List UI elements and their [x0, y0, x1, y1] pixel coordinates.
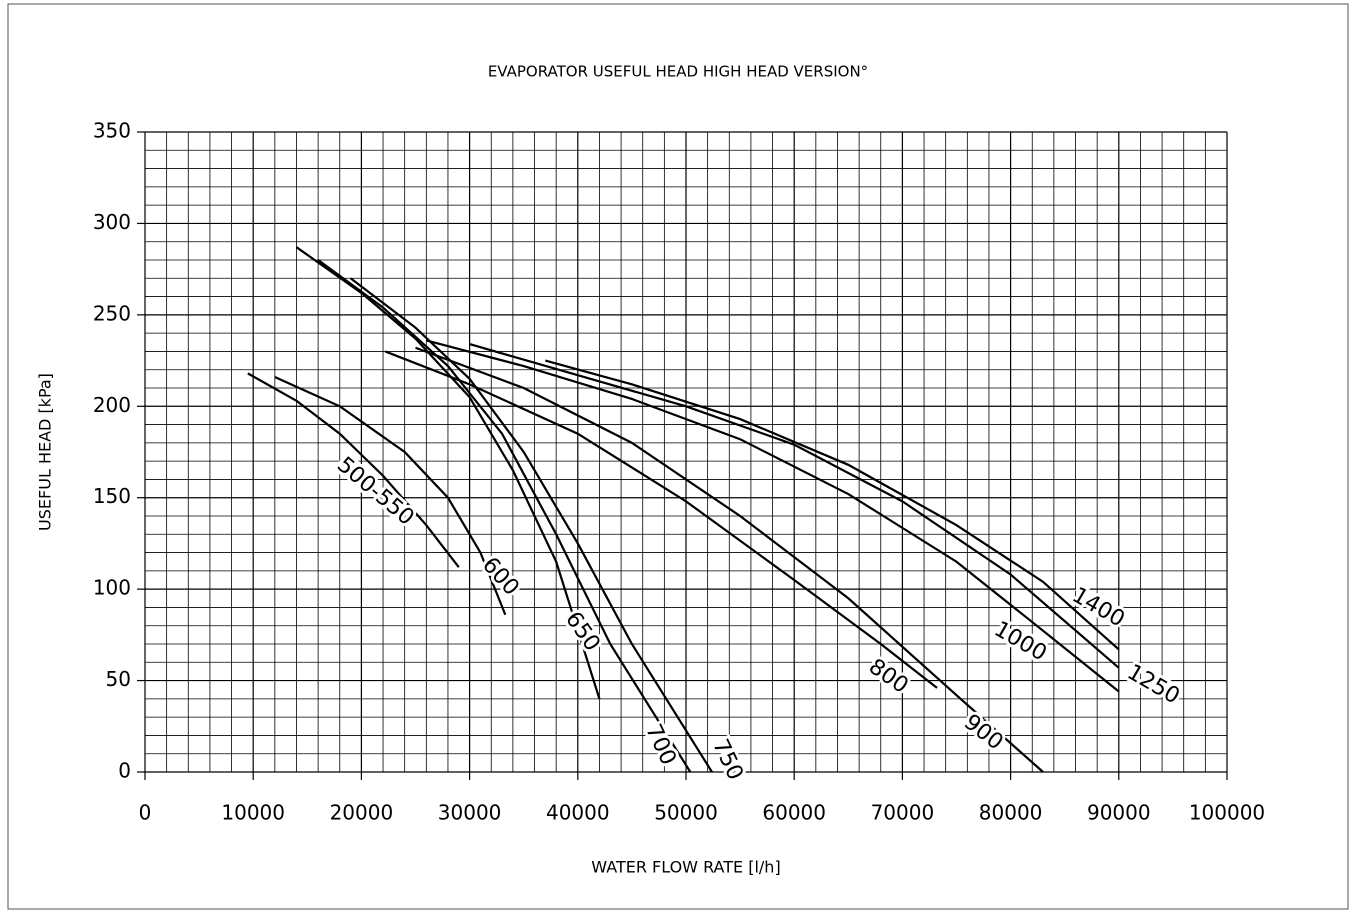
x-tick-label: 20000	[330, 801, 394, 825]
x-axis-label: WATER FLOW RATE [l/h]	[591, 858, 780, 877]
curve	[384, 350, 938, 689]
curve	[274, 376, 507, 616]
x-tick-label: 10000	[221, 801, 285, 825]
x-tick-label: 0	[139, 801, 152, 825]
y-tick-label: 300	[93, 210, 131, 234]
curve-label: 700	[640, 720, 680, 769]
x-tick-label: 30000	[438, 801, 502, 825]
y-tick-label: 150	[93, 484, 131, 508]
x-tick-label: 100000	[1189, 801, 1265, 825]
curve	[317, 259, 692, 773]
y-tick-label: 0	[118, 759, 131, 783]
curve-label: 650	[560, 607, 605, 656]
curve-label: 750	[707, 735, 747, 784]
x-tick-label: 90000	[1087, 801, 1151, 825]
curve	[247, 372, 460, 568]
curve-label: 1000	[990, 617, 1051, 667]
y-tick-label: 100	[93, 576, 131, 600]
chart-title: EVAPORATOR USEFUL HEAD HIGH HEAD VERSION…	[488, 63, 868, 81]
y-tick-label: 350	[93, 119, 131, 143]
curve	[426, 339, 1120, 693]
x-tick-label: 60000	[762, 801, 826, 825]
curve-label: 900	[959, 710, 1007, 756]
x-tick-label: 80000	[979, 801, 1043, 825]
y-tick-label: 250	[93, 301, 131, 325]
curve-label: 1400	[1068, 583, 1129, 633]
x-tick-label: 50000	[654, 801, 718, 825]
curve	[415, 346, 1044, 773]
curve-label: 500-550	[332, 452, 418, 530]
frame	[7, 3, 1349, 910]
curve	[469, 343, 1120, 669]
curve	[349, 277, 713, 773]
curve	[545, 359, 1120, 651]
curve-label: 1250	[1123, 660, 1184, 710]
curve-label: 800	[864, 654, 913, 699]
x-tick-label: 40000	[546, 801, 610, 825]
x-tick-label: 70000	[871, 801, 935, 825]
y-tick-label: 200	[93, 393, 131, 417]
y-tick-label: 50	[106, 667, 131, 691]
y-axis-label: USEFUL HEAD [kPa]	[36, 373, 55, 531]
